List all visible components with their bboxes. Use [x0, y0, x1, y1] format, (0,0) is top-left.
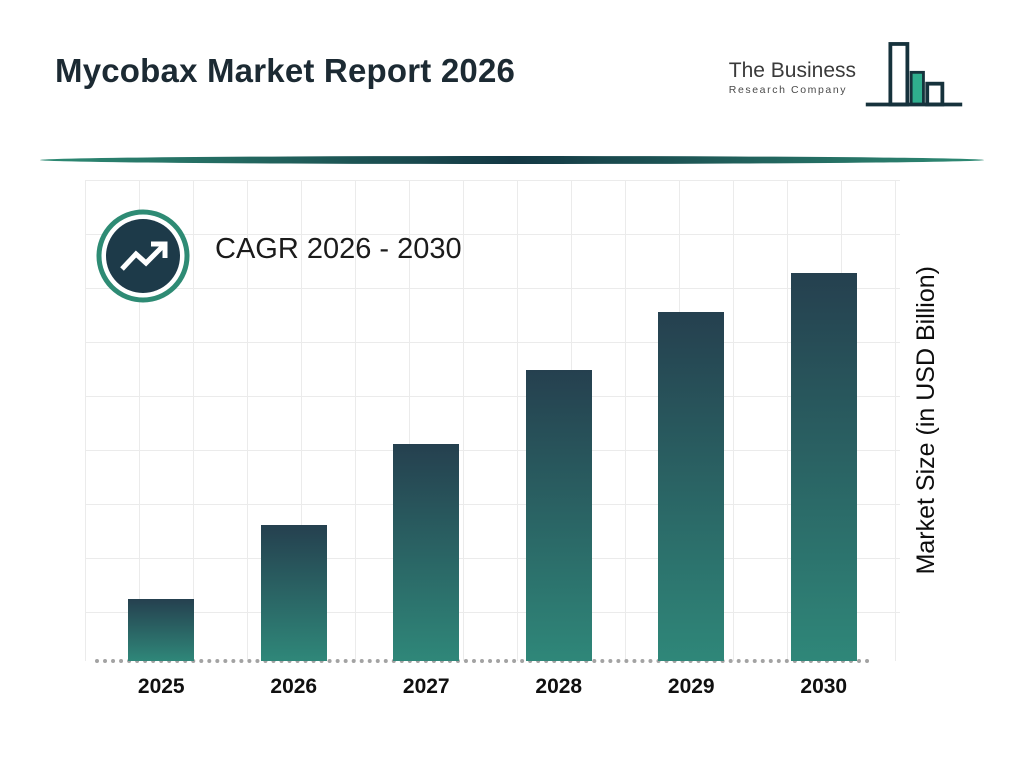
bar-2028	[525, 370, 592, 661]
bar-2029	[658, 311, 725, 661]
x-tick-label-2025: 2025	[137, 675, 185, 698]
y-axis-title-wrap: Market Size (in USD Billion)	[903, 180, 949, 661]
x-axis-labels: 2025 2026 2027 2028 2029 2030	[95, 675, 890, 699]
cagr-label: CAGR 2026 - 2030	[215, 232, 462, 265]
page-title: Mycobax Market Report 2026	[55, 52, 516, 89]
cagr-block: CAGR 2026 - 2030	[95, 208, 462, 304]
bar-2030	[790, 273, 857, 661]
trend-up-icon	[96, 209, 190, 303]
y-axis-title: Market Size (in USD Billion)	[911, 266, 940, 575]
x-tick-label-2026: 2026	[270, 675, 318, 698]
logo-line1: The Business	[728, 58, 856, 82]
bar-2025	[128, 598, 195, 661]
logo-line2: Research Company	[728, 84, 848, 97]
x-tick-label-2028: 2028	[535, 675, 583, 698]
bar-group	[95, 180, 890, 661]
x-tick-label-2027: 2027	[402, 675, 450, 698]
bar-2027	[393, 443, 460, 661]
bar-2026	[260, 525, 327, 661]
chart-area	[85, 180, 900, 663]
divider	[40, 156, 984, 164]
baseline-dotted	[95, 659, 870, 663]
x-tick-label-2030: 2030	[800, 675, 848, 698]
logo-text: The Business Research Company	[728, 58, 856, 97]
x-tick-label-2029: 2029	[667, 675, 715, 698]
logo-bars-icon	[865, 42, 963, 107]
logo: The Business Research Company	[729, 38, 966, 118]
